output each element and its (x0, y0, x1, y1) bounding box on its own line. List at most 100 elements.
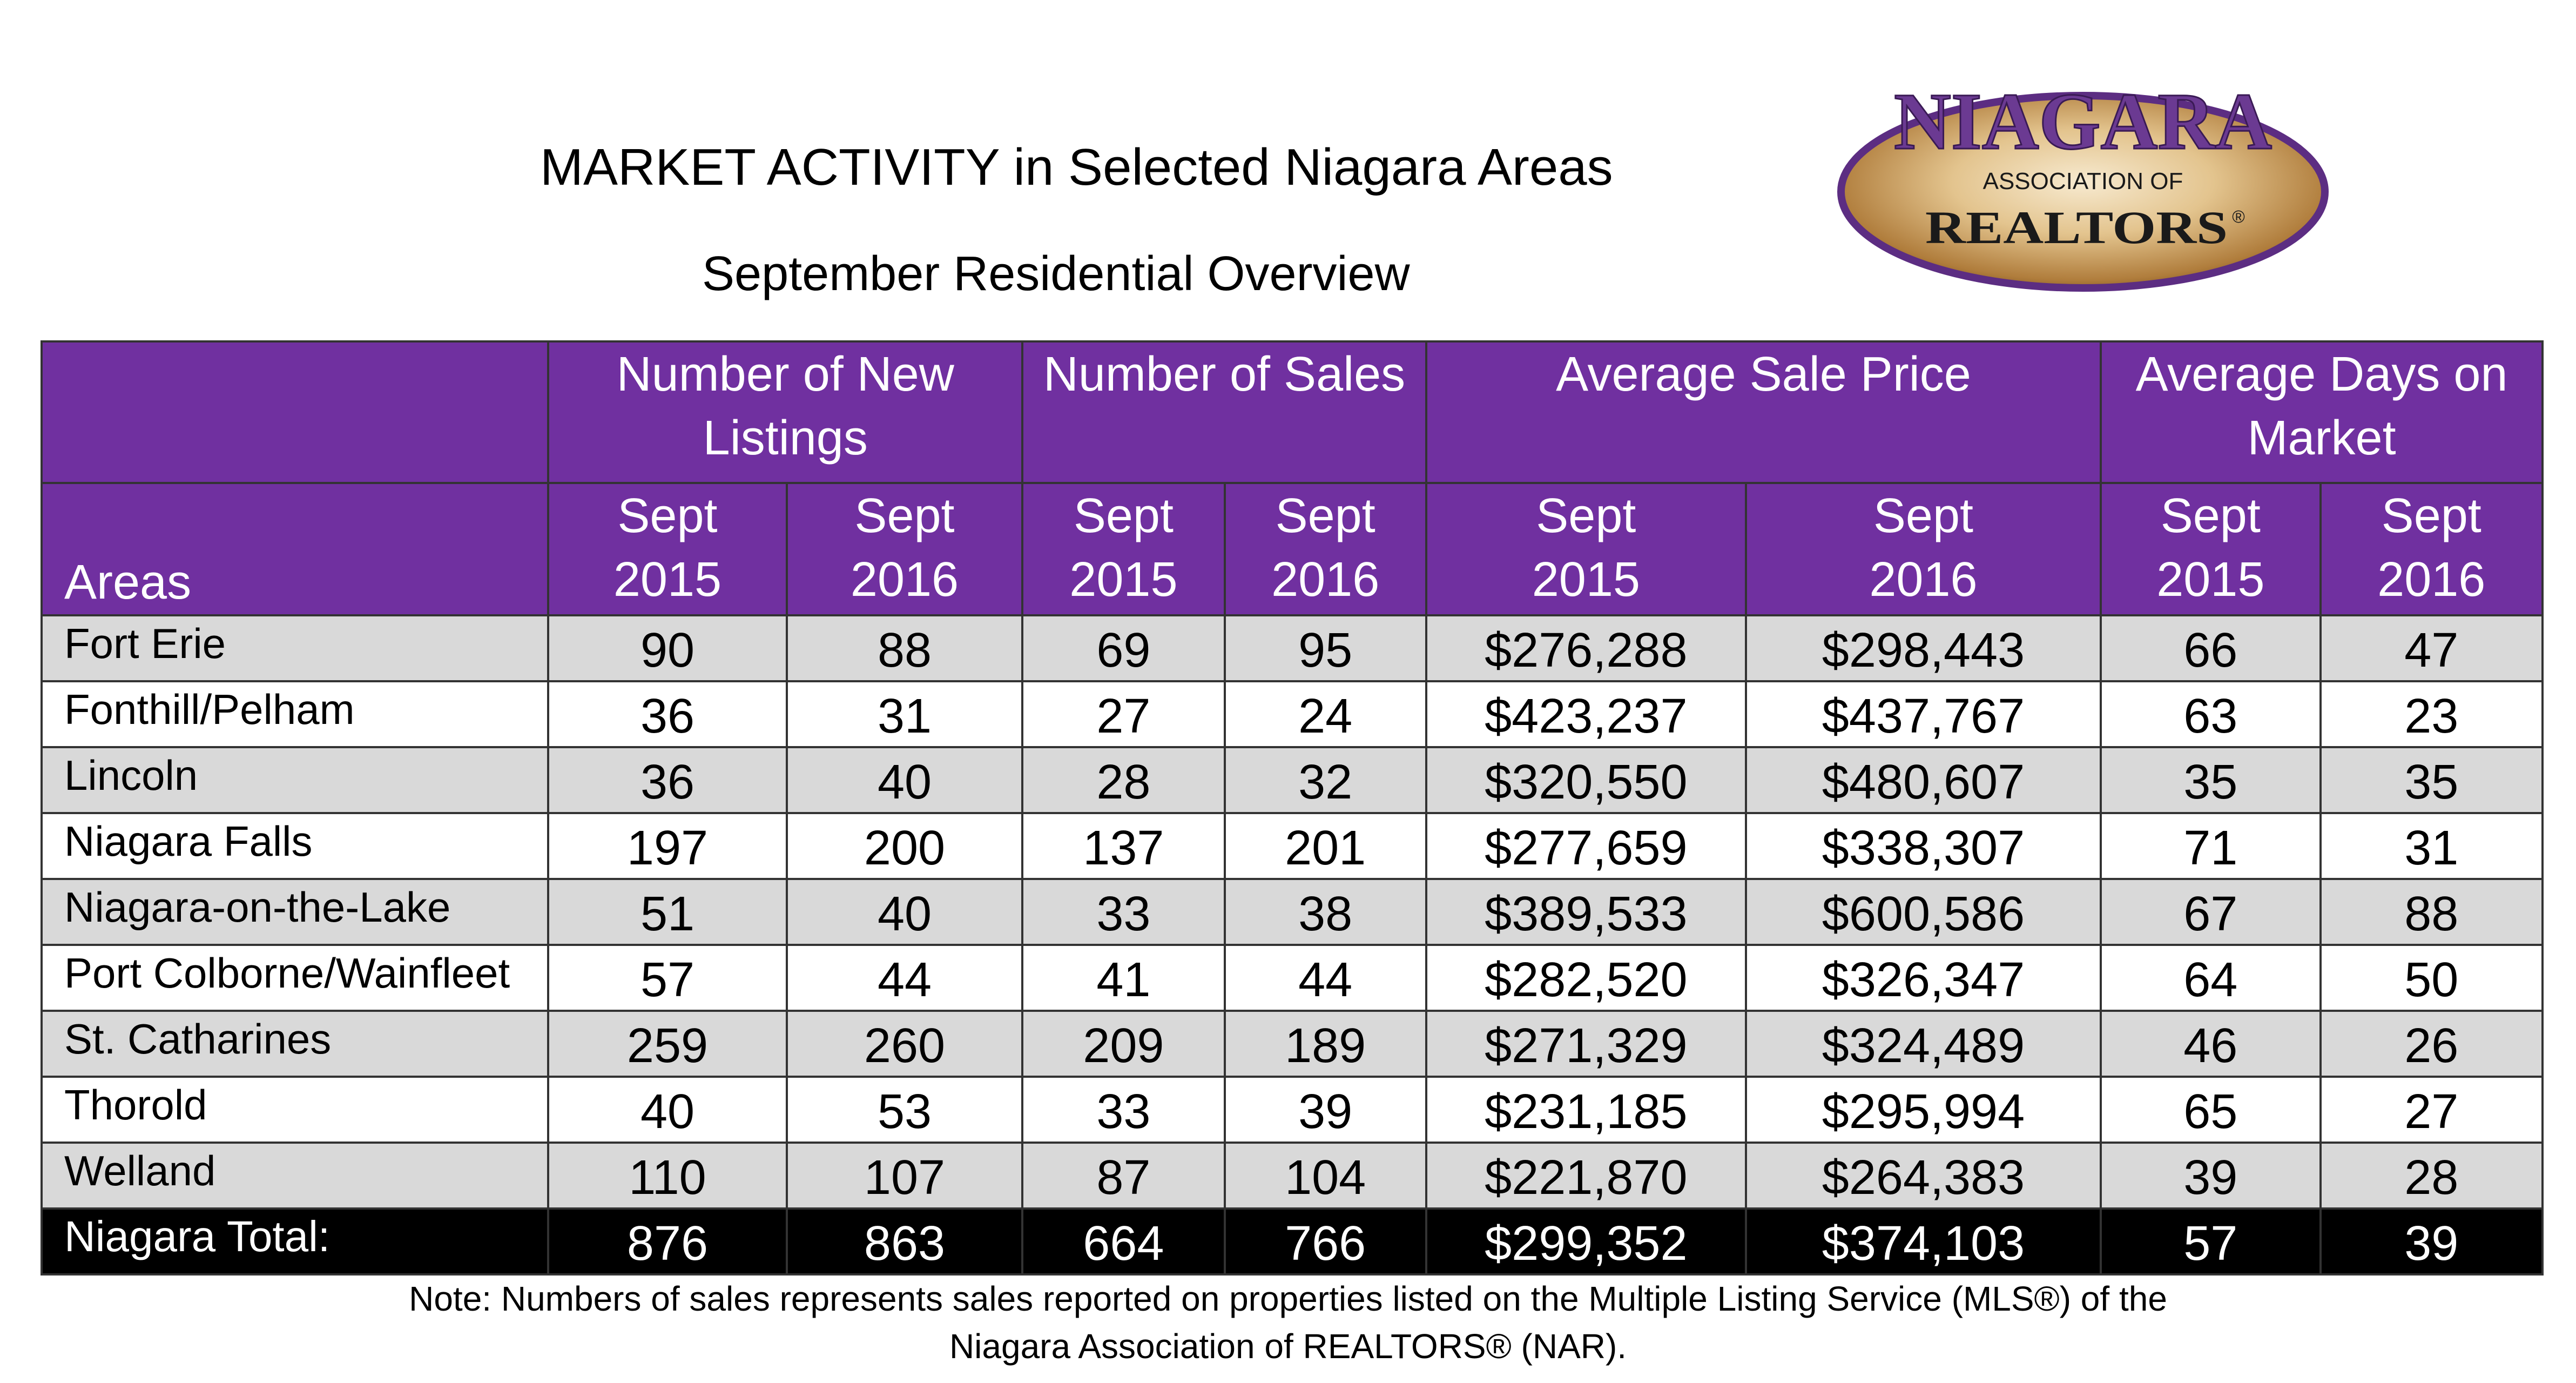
area-name-cell: Fort Erie (40, 614, 550, 682)
value-cell: 200 (785, 812, 1024, 880)
sub-header-year: 2016 (850, 553, 959, 607)
sub-header-month: Sept (1536, 489, 1636, 543)
value-cell: 88 (2319, 878, 2544, 946)
logo-line3: REALTORS (1925, 202, 2228, 253)
value-cell: 51 (547, 878, 788, 946)
value-cell: 259 (547, 1010, 788, 1078)
value-cell: 26 (2319, 1010, 2544, 1078)
table-row: Fort Erie 90 88 69 95 $276,288 $298,443 … (40, 614, 2544, 682)
value-cell: 64 (2100, 944, 2322, 1012)
value-cell: 69 (1021, 614, 1226, 682)
value-cell: 65 (2100, 1076, 2322, 1144)
value-cell: $276,288 (1425, 614, 1747, 682)
table-row: Welland 110 107 87 104 $221,870 $264,383… (40, 1142, 2544, 1210)
value-cell: $480,607 (1744, 746, 2102, 814)
sub-header-month: Sept (854, 489, 955, 543)
table-row: Niagara Falls 197 200 137 201 $277,659 $… (40, 812, 2544, 880)
value-cell: 39 (2100, 1142, 2322, 1210)
sub-header-month: Sept (1873, 489, 1974, 543)
value-cell: $282,520 (1425, 944, 1747, 1012)
table-row: Niagara-on-the-Lake 51 40 33 38 $389,533… (40, 878, 2544, 946)
logo-oval (1837, 92, 2329, 292)
value-cell: $221,870 (1425, 1142, 1747, 1210)
sub-header-month: Sept (1073, 489, 1174, 543)
value-cell: 31 (785, 680, 1024, 748)
header-new-listings: Number of New Listings (547, 340, 1024, 484)
sub-header-cell: Sept 2016 (2319, 482, 2544, 616)
value-cell: $423,237 (1425, 680, 1747, 748)
value-cell: 88 (785, 614, 1024, 682)
value-cell: 47 (2319, 614, 2544, 682)
value-cell: 28 (2319, 1142, 2544, 1210)
total-label-cell: Niagara Total: (40, 1207, 550, 1275)
market-activity-table: Number of New Listings Number of Sales A… (40, 340, 2544, 1275)
value-cell: 197 (547, 812, 788, 880)
sub-header-month: Sept (2160, 489, 2261, 543)
area-name-cell: Port Colborne/Wainfleet (40, 944, 550, 1012)
value-cell: 40 (547, 1076, 788, 1144)
value-cell: 33 (1021, 878, 1226, 946)
value-cell: 38 (1223, 878, 1427, 946)
value-cell: 40 (785, 878, 1024, 946)
total-value-cell: 57 (2100, 1207, 2322, 1275)
sub-header-month: Sept (1275, 489, 1375, 543)
value-cell: $231,185 (1425, 1076, 1747, 1144)
sub-header-year: 2015 (1069, 553, 1178, 607)
total-value-cell: $299,352 (1425, 1207, 1747, 1275)
total-value-cell: 664 (1021, 1207, 1226, 1275)
value-cell: 71 (2100, 812, 2322, 880)
value-cell: 27 (2319, 1076, 2544, 1144)
value-cell: 40 (785, 746, 1024, 814)
sub-header-year: 2015 (1532, 553, 1640, 607)
total-value-cell: 863 (785, 1207, 1024, 1275)
value-cell: $437,767 (1744, 680, 2102, 748)
value-cell: 44 (1223, 944, 1427, 1012)
logo-registered-mark: ® (2232, 207, 2245, 226)
area-name-cell: Thorold (40, 1076, 550, 1144)
value-cell: 39 (1223, 1076, 1427, 1144)
sub-header-cell: Sept 2016 (785, 482, 1024, 616)
sub-header-cell: Sept 2015 (1425, 482, 1747, 616)
table-row: Fonthill/Pelham 36 31 27 24 $423,237 $43… (40, 680, 2544, 748)
value-cell: $295,994 (1744, 1076, 2102, 1144)
value-cell: 201 (1223, 812, 1427, 880)
total-value-cell: 876 (547, 1207, 788, 1275)
sub-header-month: Sept (2381, 489, 2481, 543)
value-cell: 53 (785, 1076, 1024, 1144)
value-cell: $277,659 (1425, 812, 1747, 880)
footnote-line-1: Note: Numbers of sales represents sales … (409, 1279, 2167, 1318)
sub-header-year: 2015 (2156, 553, 2265, 607)
sub-header-cell: Sept 2015 (2100, 482, 2322, 616)
header-average-days-on-market: Average Days on Market (2100, 340, 2544, 484)
value-cell: 67 (2100, 878, 2322, 946)
value-cell: 23 (2319, 680, 2544, 748)
value-cell: 36 (547, 746, 788, 814)
table-row: Lincoln 36 40 28 32 $320,550 $480,607 35… (40, 746, 2544, 814)
page-subtitle: September Residential Overview (702, 247, 1410, 301)
value-cell: 41 (1021, 944, 1226, 1012)
page-title: MARKET ACTIVITY in Selected Niagara Area… (540, 138, 1613, 196)
value-cell: $389,533 (1425, 878, 1747, 946)
value-cell: $264,383 (1744, 1142, 2102, 1210)
value-cell: 31 (2319, 812, 2544, 880)
value-cell: 46 (2100, 1010, 2322, 1078)
niagara-realtors-logo: NIAGARA ASSOCIATION OF REALTORS ® (1837, 81, 2329, 292)
value-cell: 260 (785, 1010, 1024, 1078)
value-cell: 189 (1223, 1010, 1427, 1078)
value-cell: 95 (1223, 614, 1427, 682)
sub-header-row: Areas Sept 2015 Sept 2016 Sept 2015 Sept 201… (40, 482, 2544, 616)
sub-header-month: Sept (617, 489, 718, 543)
logo-line2: ASSOCIATION OF (1983, 168, 2183, 194)
area-name-cell: Lincoln (40, 746, 550, 814)
sub-header-year: 2016 (2377, 553, 2486, 607)
value-cell: 35 (2319, 746, 2544, 814)
value-cell: $326,347 (1744, 944, 2102, 1012)
sub-header-cell: Sept 2015 (1021, 482, 1226, 616)
value-cell: 28 (1021, 746, 1226, 814)
header-areas: Areas (40, 482, 550, 616)
value-cell: 27 (1021, 680, 1226, 748)
value-cell: 66 (2100, 614, 2322, 682)
total-value-cell: $374,103 (1744, 1207, 2102, 1275)
value-cell: 209 (1021, 1010, 1226, 1078)
value-cell: 63 (2100, 680, 2322, 748)
